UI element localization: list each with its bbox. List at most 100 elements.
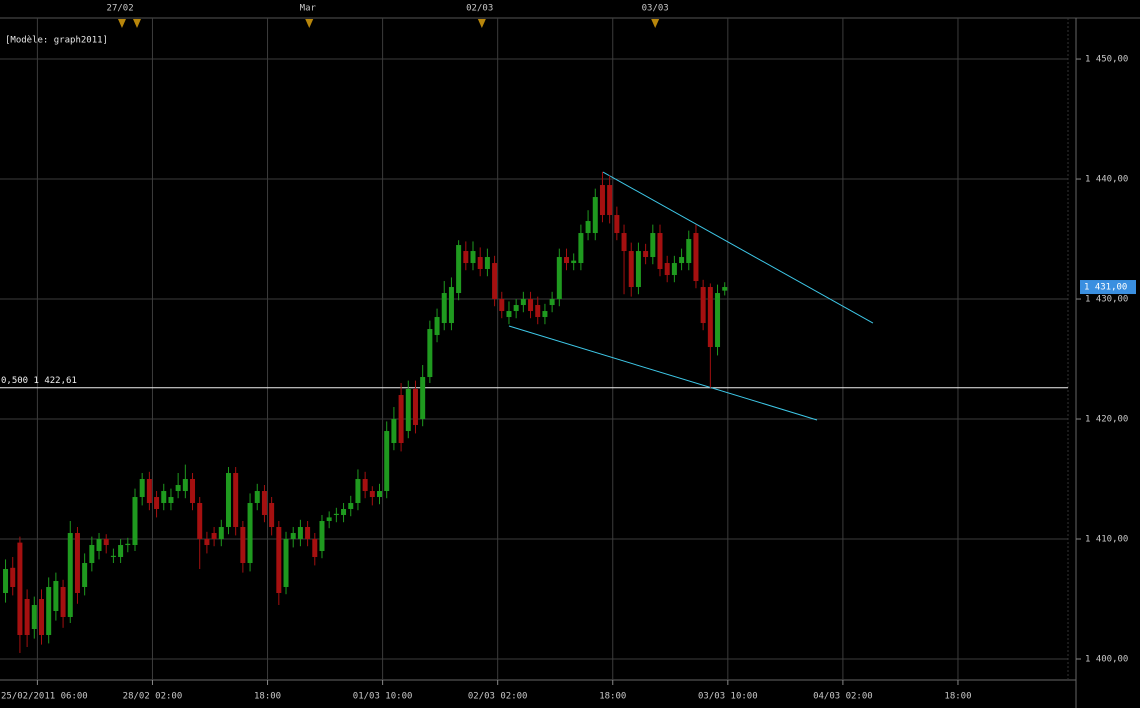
y-tick-label: 1 400,00 (1085, 655, 1128, 665)
trendline (602, 171, 874, 324)
candle-body (398, 395, 404, 444)
candle-body (175, 485, 181, 492)
candle-body (17, 542, 23, 636)
candle-body (146, 479, 152, 504)
candle-body (412, 389, 418, 426)
candle-body (686, 239, 692, 264)
x-tick-label: 18:00 (599, 692, 626, 702)
candle-body (110, 555, 116, 558)
candle-body (664, 263, 670, 276)
event-marker (133, 19, 142, 28)
candle-body (607, 185, 613, 216)
candle-body (197, 503, 203, 540)
candle-body (384, 431, 390, 492)
candle-body (643, 251, 649, 258)
candle-body (707, 287, 713, 348)
candle-body (564, 257, 570, 264)
candle-body (225, 473, 231, 528)
candle-body (67, 533, 73, 618)
candle-body (211, 533, 217, 540)
candle-body (46, 587, 52, 636)
candle-body (132, 497, 138, 546)
candle-body (477, 257, 483, 270)
y-tick-label: 1 430,00 (1085, 295, 1128, 305)
candle-body (154, 497, 160, 510)
candle-body (484, 257, 490, 270)
candle-body (556, 257, 562, 300)
x-tick-label: 28/02 02:00 (123, 692, 183, 702)
candle-body (312, 539, 318, 558)
candle-body (671, 263, 677, 276)
candle-body (240, 527, 246, 564)
candle-body (592, 197, 598, 234)
candle-body (24, 599, 30, 636)
x-tick-label: 01/03 10:00 (353, 692, 413, 702)
candle-body (693, 233, 699, 282)
candle-body (60, 587, 66, 618)
event-label: 27/02 (107, 4, 134, 14)
candle-body (190, 479, 196, 504)
candle-body (405, 389, 411, 432)
level-label: 0,500 1 422,61 (1, 376, 77, 386)
candle-body (326, 517, 332, 522)
y-tick-label: 1 440,00 (1085, 175, 1128, 185)
candle-body (420, 377, 426, 420)
y-tick-label: 1 410,00 (1085, 535, 1128, 545)
candle-body (571, 260, 577, 264)
candle-body (700, 287, 706, 324)
candle-body (585, 221, 591, 234)
candle-body (218, 527, 224, 540)
candle-body (247, 503, 253, 564)
candle-body (139, 479, 145, 498)
candle-body (506, 311, 512, 318)
candle-body (283, 539, 289, 588)
candle-body (89, 545, 95, 564)
event-label: Mar (300, 4, 317, 14)
candle-body (341, 509, 347, 516)
y-tick-label: 1 420,00 (1085, 415, 1128, 425)
x-tick-label: 04/03 02:00 (813, 692, 873, 702)
last-price-label: 1 431,00 (1084, 283, 1127, 293)
candle-body (369, 491, 375, 498)
candle-body (53, 581, 59, 612)
candle-body (650, 233, 656, 258)
candle-body (103, 539, 109, 546)
trendline (508, 325, 818, 421)
candle-body (38, 599, 44, 636)
candle-body (362, 479, 368, 492)
candle-body (96, 539, 102, 552)
candle-body (305, 527, 311, 540)
candle-body (635, 251, 641, 288)
candle-body (233, 473, 239, 528)
candle-body (297, 527, 303, 540)
candle-body (290, 533, 296, 540)
candle-body (434, 317, 440, 336)
candle-body (348, 503, 354, 510)
candle-body (254, 491, 260, 504)
candle-body (722, 287, 728, 291)
candle-body (535, 305, 541, 318)
candle-body (614, 215, 620, 234)
event-label: 03/03 (642, 4, 669, 14)
candle-body (621, 233, 627, 252)
candle-body (118, 545, 124, 558)
candle-body (355, 479, 361, 504)
candle-body (513, 305, 519, 312)
candle-body (492, 263, 498, 300)
candle-body (542, 311, 548, 318)
candle-body (520, 299, 526, 306)
candle-body (679, 257, 685, 264)
candle-body (161, 491, 167, 504)
candle-body (599, 185, 605, 216)
event-marker (651, 19, 660, 28)
event-label: 02/03 (466, 4, 493, 14)
candle-body (168, 497, 174, 504)
candle-body (333, 513, 339, 516)
candle-body (578, 233, 584, 264)
event-marker (305, 19, 314, 28)
candle-body (204, 539, 210, 546)
candle-body (31, 605, 37, 630)
candle-body (391, 419, 397, 444)
candle-body (10, 567, 16, 588)
